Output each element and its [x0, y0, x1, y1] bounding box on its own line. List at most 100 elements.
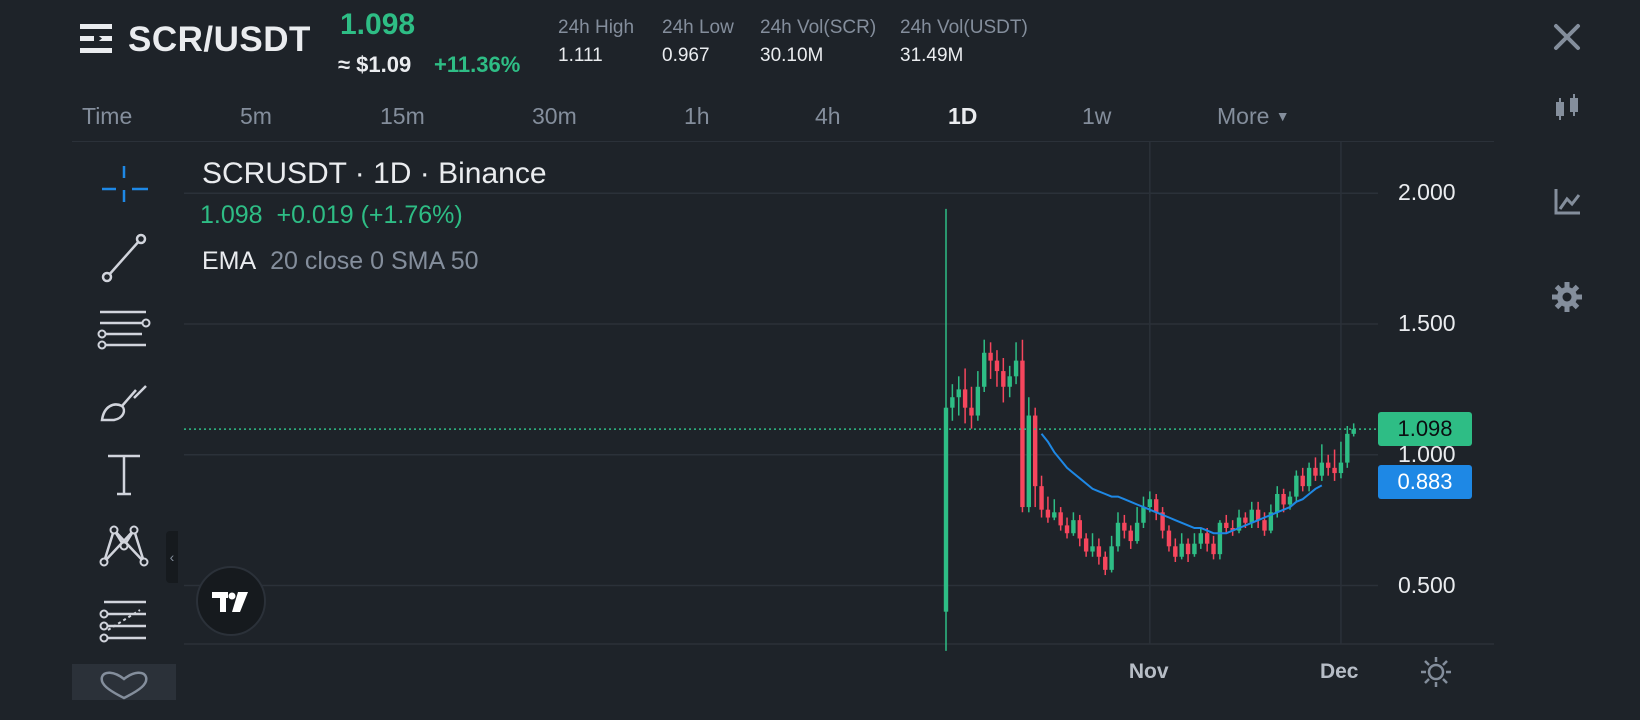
candle: [1185, 538, 1191, 562]
x-axis-label: Nov: [1128, 660, 1169, 683]
close-icon[interactable]: [1552, 22, 1582, 52]
candle: [1179, 533, 1184, 560]
candle: [969, 386, 974, 429]
candle: [1217, 520, 1223, 560]
candle-body: [1249, 509, 1254, 523]
candle-body: [1001, 371, 1006, 387]
pair-title[interactable]: SCR/USDT: [128, 20, 311, 59]
candlestick-icon[interactable]: [1550, 92, 1584, 126]
candle-body: [1007, 376, 1012, 387]
stat-label-24h-low: 24h Low: [662, 17, 734, 38]
candle: [1326, 454, 1331, 476]
candle-body: [1217, 522, 1223, 555]
candle: [1071, 512, 1076, 536]
candle: [1154, 494, 1159, 521]
candle: [1013, 342, 1019, 385]
last-price: 1.098: [340, 8, 416, 41]
pattern-icon[interactable]: [96, 520, 152, 576]
candle-body: [1122, 522, 1127, 531]
tab-1h[interactable]: 1h: [684, 103, 710, 129]
candle: [1045, 496, 1051, 523]
candle-body: [956, 389, 961, 398]
tab-30m[interactable]: 30m: [532, 103, 577, 129]
candle-body: [1147, 499, 1153, 508]
stat-value-24h-vol-usdt: 31.49M: [900, 45, 964, 66]
theme-toggle-icon[interactable]: [1420, 656, 1452, 688]
candle: [1338, 441, 1344, 479]
tab-more-label: More: [1217, 103, 1270, 129]
trend-line-icon[interactable]: [96, 230, 152, 286]
tab-time[interactable]: Time: [82, 103, 133, 129]
fib-icon[interactable]: [96, 592, 152, 648]
candle-body: [1287, 496, 1293, 505]
menu-icon[interactable]: [80, 24, 114, 54]
candle: [1300, 467, 1305, 492]
candle-body: [988, 352, 993, 361]
chart-grid: [184, 142, 1494, 645]
tradingview-logo-icon: [212, 592, 248, 612]
candle: [982, 339, 987, 392]
x-axis-label: Dec: [1319, 660, 1359, 683]
candle: [1032, 407, 1038, 508]
crosshair-icon[interactable]: [96, 160, 152, 216]
candle-body: [1204, 533, 1210, 544]
favorites-tool[interactable]: [72, 664, 176, 700]
candle-body: [1275, 494, 1280, 513]
last-price-tag: 1.098: [1378, 412, 1472, 447]
candle: [1313, 457, 1318, 481]
candle-body: [943, 407, 949, 612]
candle-body: [1192, 543, 1197, 555]
candle: [1351, 423, 1356, 437]
candle: [1134, 507, 1140, 544]
candle-body: [969, 407, 974, 416]
candle-body: [1281, 494, 1286, 505]
text-icon[interactable]: [96, 448, 152, 504]
tab-1d[interactable]: 1D: [948, 103, 978, 129]
candle: [1141, 496, 1146, 528]
candle-body: [1230, 528, 1235, 531]
candle-body: [1032, 415, 1038, 487]
candle: [1001, 358, 1006, 403]
candle-body: [1115, 522, 1121, 547]
brush-icon[interactable]: [96, 376, 152, 432]
candle: [1122, 514, 1127, 539]
chart-legend-title: SCRUSDT · 1D · Binance: [202, 157, 547, 190]
gear-icon[interactable]: [1550, 280, 1584, 314]
candle-body: [962, 389, 968, 408]
candle: [943, 208, 949, 651]
candle-body: [1345, 433, 1350, 463]
candle: [1160, 507, 1165, 539]
y-axis-label: 1.000: [1398, 440, 1456, 467]
candle: [1026, 397, 1032, 513]
candle: [994, 350, 1000, 387]
tab-15m[interactable]: 15m: [380, 103, 425, 129]
tab-more[interactable]: More ▼: [1217, 103, 1290, 130]
candle: [1115, 512, 1121, 552]
candle: [1281, 488, 1286, 513]
tab-5m[interactable]: 5m: [240, 103, 272, 129]
collapse-toolbar-handle[interactable]: ‹: [166, 531, 178, 583]
candle-body: [1103, 556, 1108, 570]
indicator-legend[interactable]: EMA 20 close 0 SMA 50: [202, 247, 479, 276]
tab-1w[interactable]: 1w: [1082, 103, 1112, 129]
indicator-params: 20 close 0 SMA 50: [270, 247, 479, 275]
legend-change: +0.019 (+1.76%): [276, 201, 463, 229]
tab-4h[interactable]: 4h: [815, 103, 841, 129]
candle: [1058, 507, 1063, 531]
candle: [956, 376, 961, 416]
change-percent: +11.36%: [434, 52, 521, 77]
candle: [1064, 517, 1070, 539]
candle-body: [1096, 546, 1102, 557]
candle: [1192, 533, 1197, 557]
y-axis-label: 0.500: [1398, 571, 1456, 598]
candle-body: [1351, 429, 1356, 434]
heart-icon: [100, 671, 148, 700]
indicator-icon[interactable]: [1550, 185, 1584, 219]
horizontal-lines-icon[interactable]: [96, 303, 152, 359]
candle: [1090, 533, 1095, 557]
stat-value-24h-low: 0.967: [662, 45, 710, 66]
candle: [1103, 551, 1108, 576]
approx-usd-price: ≈ $1.09: [338, 52, 412, 77]
y-axis-label: 2.000: [1398, 179, 1456, 206]
